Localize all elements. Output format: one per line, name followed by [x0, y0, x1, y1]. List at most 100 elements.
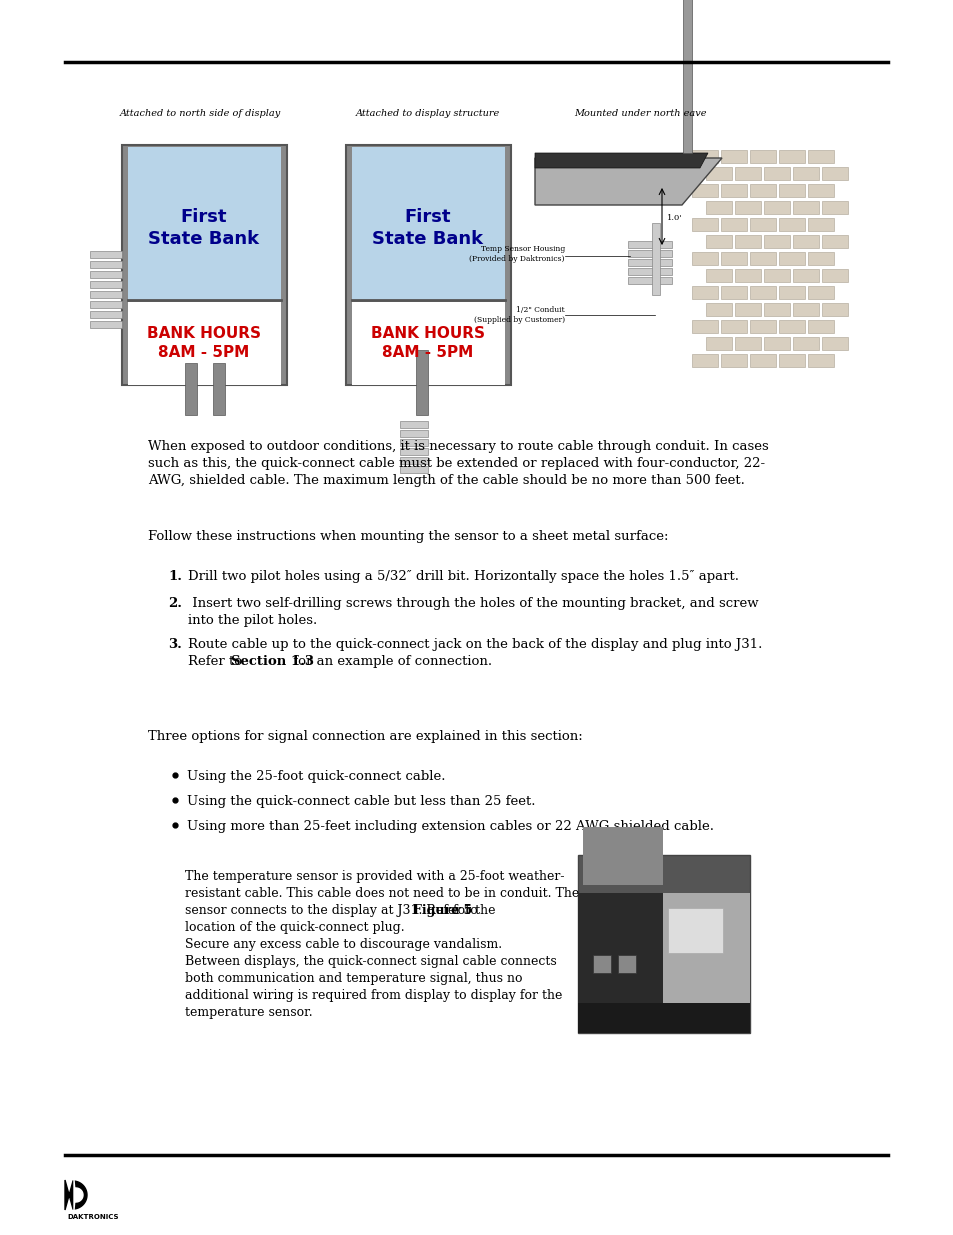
Bar	[763, 201, 789, 214]
Text: Between displays, the quick-connect signal cable connects: Between displays, the quick-connect sign…	[185, 955, 557, 968]
Bar	[691, 219, 718, 231]
Bar	[807, 184, 833, 198]
Text: both communication and temperature signal, thus no: both communication and temperature signa…	[185, 972, 522, 986]
Bar	[792, 303, 818, 316]
Text: First
State Bank: First State Bank	[372, 207, 483, 248]
Bar	[734, 235, 760, 248]
Bar	[821, 167, 847, 180]
Text: 3.: 3.	[168, 638, 182, 651]
Text: DAKTRONICS: DAKTRONICS	[67, 1214, 118, 1220]
Bar	[90, 270, 122, 278]
Bar	[90, 301, 122, 308]
Bar	[691, 287, 718, 299]
Bar	[627, 259, 671, 266]
Bar	[416, 350, 428, 415]
Text: Insert two self-drilling screws through the holes of the mounting bracket, and s: Insert two self-drilling screws through …	[188, 597, 758, 610]
Bar	[734, 303, 760, 316]
Text: AWG, shielded cable. The maximum length of the cable should be no more than 500 : AWG, shielded cable. The maximum length …	[148, 474, 744, 487]
Bar	[578, 1003, 749, 1032]
Bar	[821, 201, 847, 214]
Polygon shape	[74, 1179, 83, 1210]
Bar	[792, 167, 818, 180]
Bar	[691, 320, 718, 333]
Polygon shape	[535, 158, 721, 205]
Polygon shape	[65, 1179, 87, 1210]
Bar	[763, 235, 789, 248]
Bar	[720, 320, 746, 333]
Bar	[763, 303, 789, 316]
Bar	[807, 354, 833, 367]
Bar	[720, 287, 746, 299]
Bar	[90, 321, 122, 329]
Bar	[734, 337, 760, 350]
Bar	[399, 438, 428, 446]
Bar	[578, 855, 749, 1032]
Bar	[627, 249, 671, 257]
Bar	[705, 337, 731, 350]
Bar	[821, 235, 847, 248]
Bar	[705, 269, 731, 282]
Bar	[734, 269, 760, 282]
Text: resistant cable. This cable does not need to be in conduit. The: resistant cable. This cable does not nee…	[185, 887, 578, 900]
Bar	[807, 287, 833, 299]
Text: Route cable up to the quick-connect jack on the back of the display and plug int: Route cable up to the quick-connect jack…	[188, 638, 761, 651]
Bar	[399, 466, 428, 473]
Text: such as this, the quick-connect cable must be extended or replaced with four-con: such as this, the quick-connect cable mu…	[148, 457, 764, 471]
Text: BANK HOURS
8AM - 5PM: BANK HOURS 8AM - 5PM	[371, 326, 484, 359]
Text: Figure 5: Figure 5	[413, 904, 472, 918]
Bar	[618, 955, 636, 973]
Bar	[705, 167, 731, 180]
Text: Section 1.3: Section 1.3	[231, 655, 314, 668]
Bar	[399, 448, 428, 454]
Bar	[749, 320, 775, 333]
Bar	[792, 269, 818, 282]
Bar	[807, 149, 833, 163]
Text: location of the quick-connect plug.: location of the quick-connect plug.	[185, 921, 404, 934]
Bar	[779, 252, 804, 266]
Text: BANK HOURS
8AM - 5PM: BANK HOURS 8AM - 5PM	[147, 326, 261, 359]
Bar	[627, 268, 671, 275]
Bar	[627, 277, 671, 284]
Bar	[720, 252, 746, 266]
Text: additional wiring is required from display to display for the: additional wiring is required from displ…	[185, 989, 561, 1002]
Bar	[352, 147, 504, 300]
Bar	[213, 363, 225, 415]
Bar	[90, 311, 122, 317]
Text: Secure any excess cable to discourage vandalism.: Secure any excess cable to discourage va…	[185, 939, 501, 951]
Bar	[662, 893, 749, 1003]
Text: Three options for signal connection are explained in this section:: Three options for signal connection are …	[148, 730, 582, 743]
Bar	[90, 251, 122, 258]
Bar	[749, 184, 775, 198]
Bar	[582, 827, 662, 885]
Text: for an example of connection.: for an example of connection.	[289, 655, 492, 668]
Bar	[399, 457, 428, 464]
Text: The temperature sensor is provided with a 25-foot weather-: The temperature sensor is provided with …	[185, 869, 564, 883]
Text: First
State Bank: First State Bank	[149, 207, 259, 248]
Bar	[779, 219, 804, 231]
Bar	[821, 303, 847, 316]
Bar	[807, 320, 833, 333]
Text: Using the quick-connect cable but less than 25 feet.: Using the quick-connect cable but less t…	[187, 795, 535, 808]
Bar	[749, 354, 775, 367]
Bar	[720, 184, 746, 198]
Bar	[593, 955, 610, 973]
Bar	[705, 201, 731, 214]
Bar	[691, 354, 718, 367]
Bar	[792, 337, 818, 350]
Bar	[763, 167, 789, 180]
Text: Mounted under north eave: Mounted under north eave	[573, 109, 705, 119]
Bar	[779, 184, 804, 198]
Bar	[779, 354, 804, 367]
Bar	[734, 167, 760, 180]
Bar	[720, 149, 746, 163]
Bar	[90, 282, 122, 288]
Bar	[90, 291, 122, 298]
Bar	[749, 287, 775, 299]
Bar	[128, 147, 281, 300]
Bar	[720, 354, 746, 367]
Bar	[705, 303, 731, 316]
Bar	[779, 320, 804, 333]
Bar	[749, 252, 775, 266]
Bar	[352, 303, 504, 385]
Bar	[792, 201, 818, 214]
